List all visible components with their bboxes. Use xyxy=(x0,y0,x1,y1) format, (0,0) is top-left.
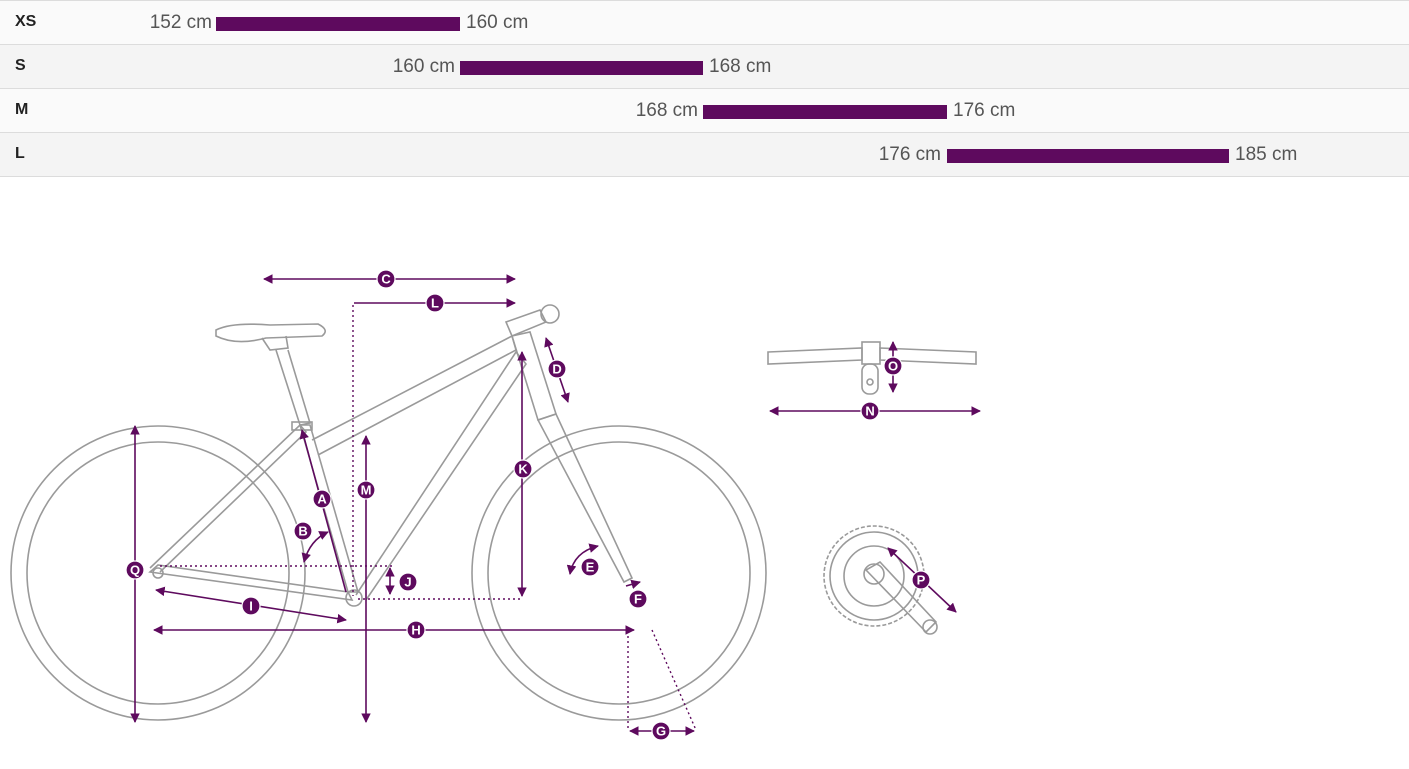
label-d-badge: D xyxy=(547,359,567,379)
svg-text:O: O xyxy=(888,359,898,374)
svg-text:M: M xyxy=(361,483,372,498)
label-c-badge: C xyxy=(376,269,396,289)
dim-f-line xyxy=(625,579,641,589)
svg-text:A: A xyxy=(317,492,327,507)
size-label: L xyxy=(15,145,25,162)
rear-wheel xyxy=(10,425,306,721)
handlebar-left xyxy=(767,347,863,365)
top-tube xyxy=(311,334,517,456)
handlebar-drawing xyxy=(767,341,977,395)
label-h-badge: H xyxy=(406,620,426,640)
label-j-badge: J xyxy=(398,572,418,592)
label-m-badge: M xyxy=(356,480,376,500)
label-e-badge: E xyxy=(580,557,600,577)
svg-text:C: C xyxy=(381,272,391,287)
svg-text:E: E xyxy=(586,560,595,575)
label-i-badge: I xyxy=(241,596,261,616)
height-range-bar xyxy=(703,105,947,119)
range-min: 168 cm xyxy=(635,100,698,121)
label-q-badge: Q xyxy=(125,560,145,580)
size-row-s: S 160 cm 168 cm xyxy=(0,44,1409,88)
dimension-guides xyxy=(160,305,697,731)
label-p-badge: P xyxy=(911,570,931,590)
range-max: 168 cm xyxy=(709,56,772,77)
front-rim xyxy=(487,441,751,705)
dim-a-line xyxy=(299,429,347,593)
saddle xyxy=(215,323,326,343)
dim-b-arc xyxy=(301,531,329,563)
height-range-bar xyxy=(947,149,1229,163)
size-row-xs: XS 152 cm 160 cm xyxy=(0,0,1409,44)
label-g-badge: G xyxy=(651,721,671,741)
stem xyxy=(504,309,548,338)
chainring-outer xyxy=(823,525,925,627)
svg-text:B: B xyxy=(298,524,307,539)
bike-geometry-diagram: C L D A B M K J Q I H E F G O N P xyxy=(10,269,981,741)
fork xyxy=(536,413,634,584)
stem-front xyxy=(861,363,879,395)
handlebar-clamp xyxy=(861,341,881,365)
svg-text:N: N xyxy=(865,404,874,419)
front-wheel xyxy=(471,425,767,721)
label-o-badge: O xyxy=(883,356,903,376)
size-label: M xyxy=(15,101,29,118)
saddle-rails xyxy=(261,335,289,351)
label-n-badge: N xyxy=(860,401,880,421)
range-min: 176 cm xyxy=(878,144,941,165)
range-max: 160 cm xyxy=(466,12,529,33)
size-label: XS xyxy=(15,13,37,30)
size-row-l: L 176 cm 185 cm xyxy=(0,132,1409,177)
seatstay xyxy=(149,423,308,573)
dim-e-arc xyxy=(566,543,599,575)
label-l-badge: L xyxy=(425,293,445,313)
size-row-m: M 168 cm 176 cm xyxy=(0,88,1409,132)
guide-trail-angled xyxy=(651,629,697,731)
svg-text:I: I xyxy=(249,599,253,614)
label-b-badge: B xyxy=(293,521,313,541)
rear-hub xyxy=(152,567,164,579)
svg-text:L: L xyxy=(431,296,439,311)
svg-text:H: H xyxy=(411,623,420,638)
crank-spindle xyxy=(863,563,885,585)
chainstay xyxy=(148,564,354,602)
handlebar-dimensions xyxy=(769,341,981,416)
svg-text:P: P xyxy=(917,573,926,588)
range-max: 176 cm xyxy=(953,100,1016,121)
svg-text:D: D xyxy=(552,362,561,377)
svg-text:K: K xyxy=(518,462,528,477)
rider-height-size-table: XS 152 cm 160 cm S 160 cm 168 cm M 168 c… xyxy=(0,0,1409,177)
label-f-badge: F xyxy=(628,589,648,609)
range-max: 185 cm xyxy=(1235,144,1298,165)
svg-text:J: J xyxy=(404,575,411,590)
range-min: 152 cm xyxy=(149,12,212,33)
seat-post xyxy=(275,349,312,426)
handlebar-end xyxy=(540,304,560,324)
range-min: 160 cm xyxy=(392,56,455,77)
svg-text:G: G xyxy=(656,724,666,739)
pedal-eye xyxy=(922,619,938,635)
height-range-bar xyxy=(216,17,460,31)
bike-frame-drawing xyxy=(10,304,767,721)
height-range-bar xyxy=(460,61,703,75)
label-a-badge: A xyxy=(312,489,332,509)
size-label: S xyxy=(15,57,26,74)
stem-bolt xyxy=(866,378,874,386)
rear-rim xyxy=(26,441,290,705)
svg-text:Q: Q xyxy=(130,563,140,578)
label-k-badge: K xyxy=(513,459,533,479)
svg-text:F: F xyxy=(634,592,642,607)
